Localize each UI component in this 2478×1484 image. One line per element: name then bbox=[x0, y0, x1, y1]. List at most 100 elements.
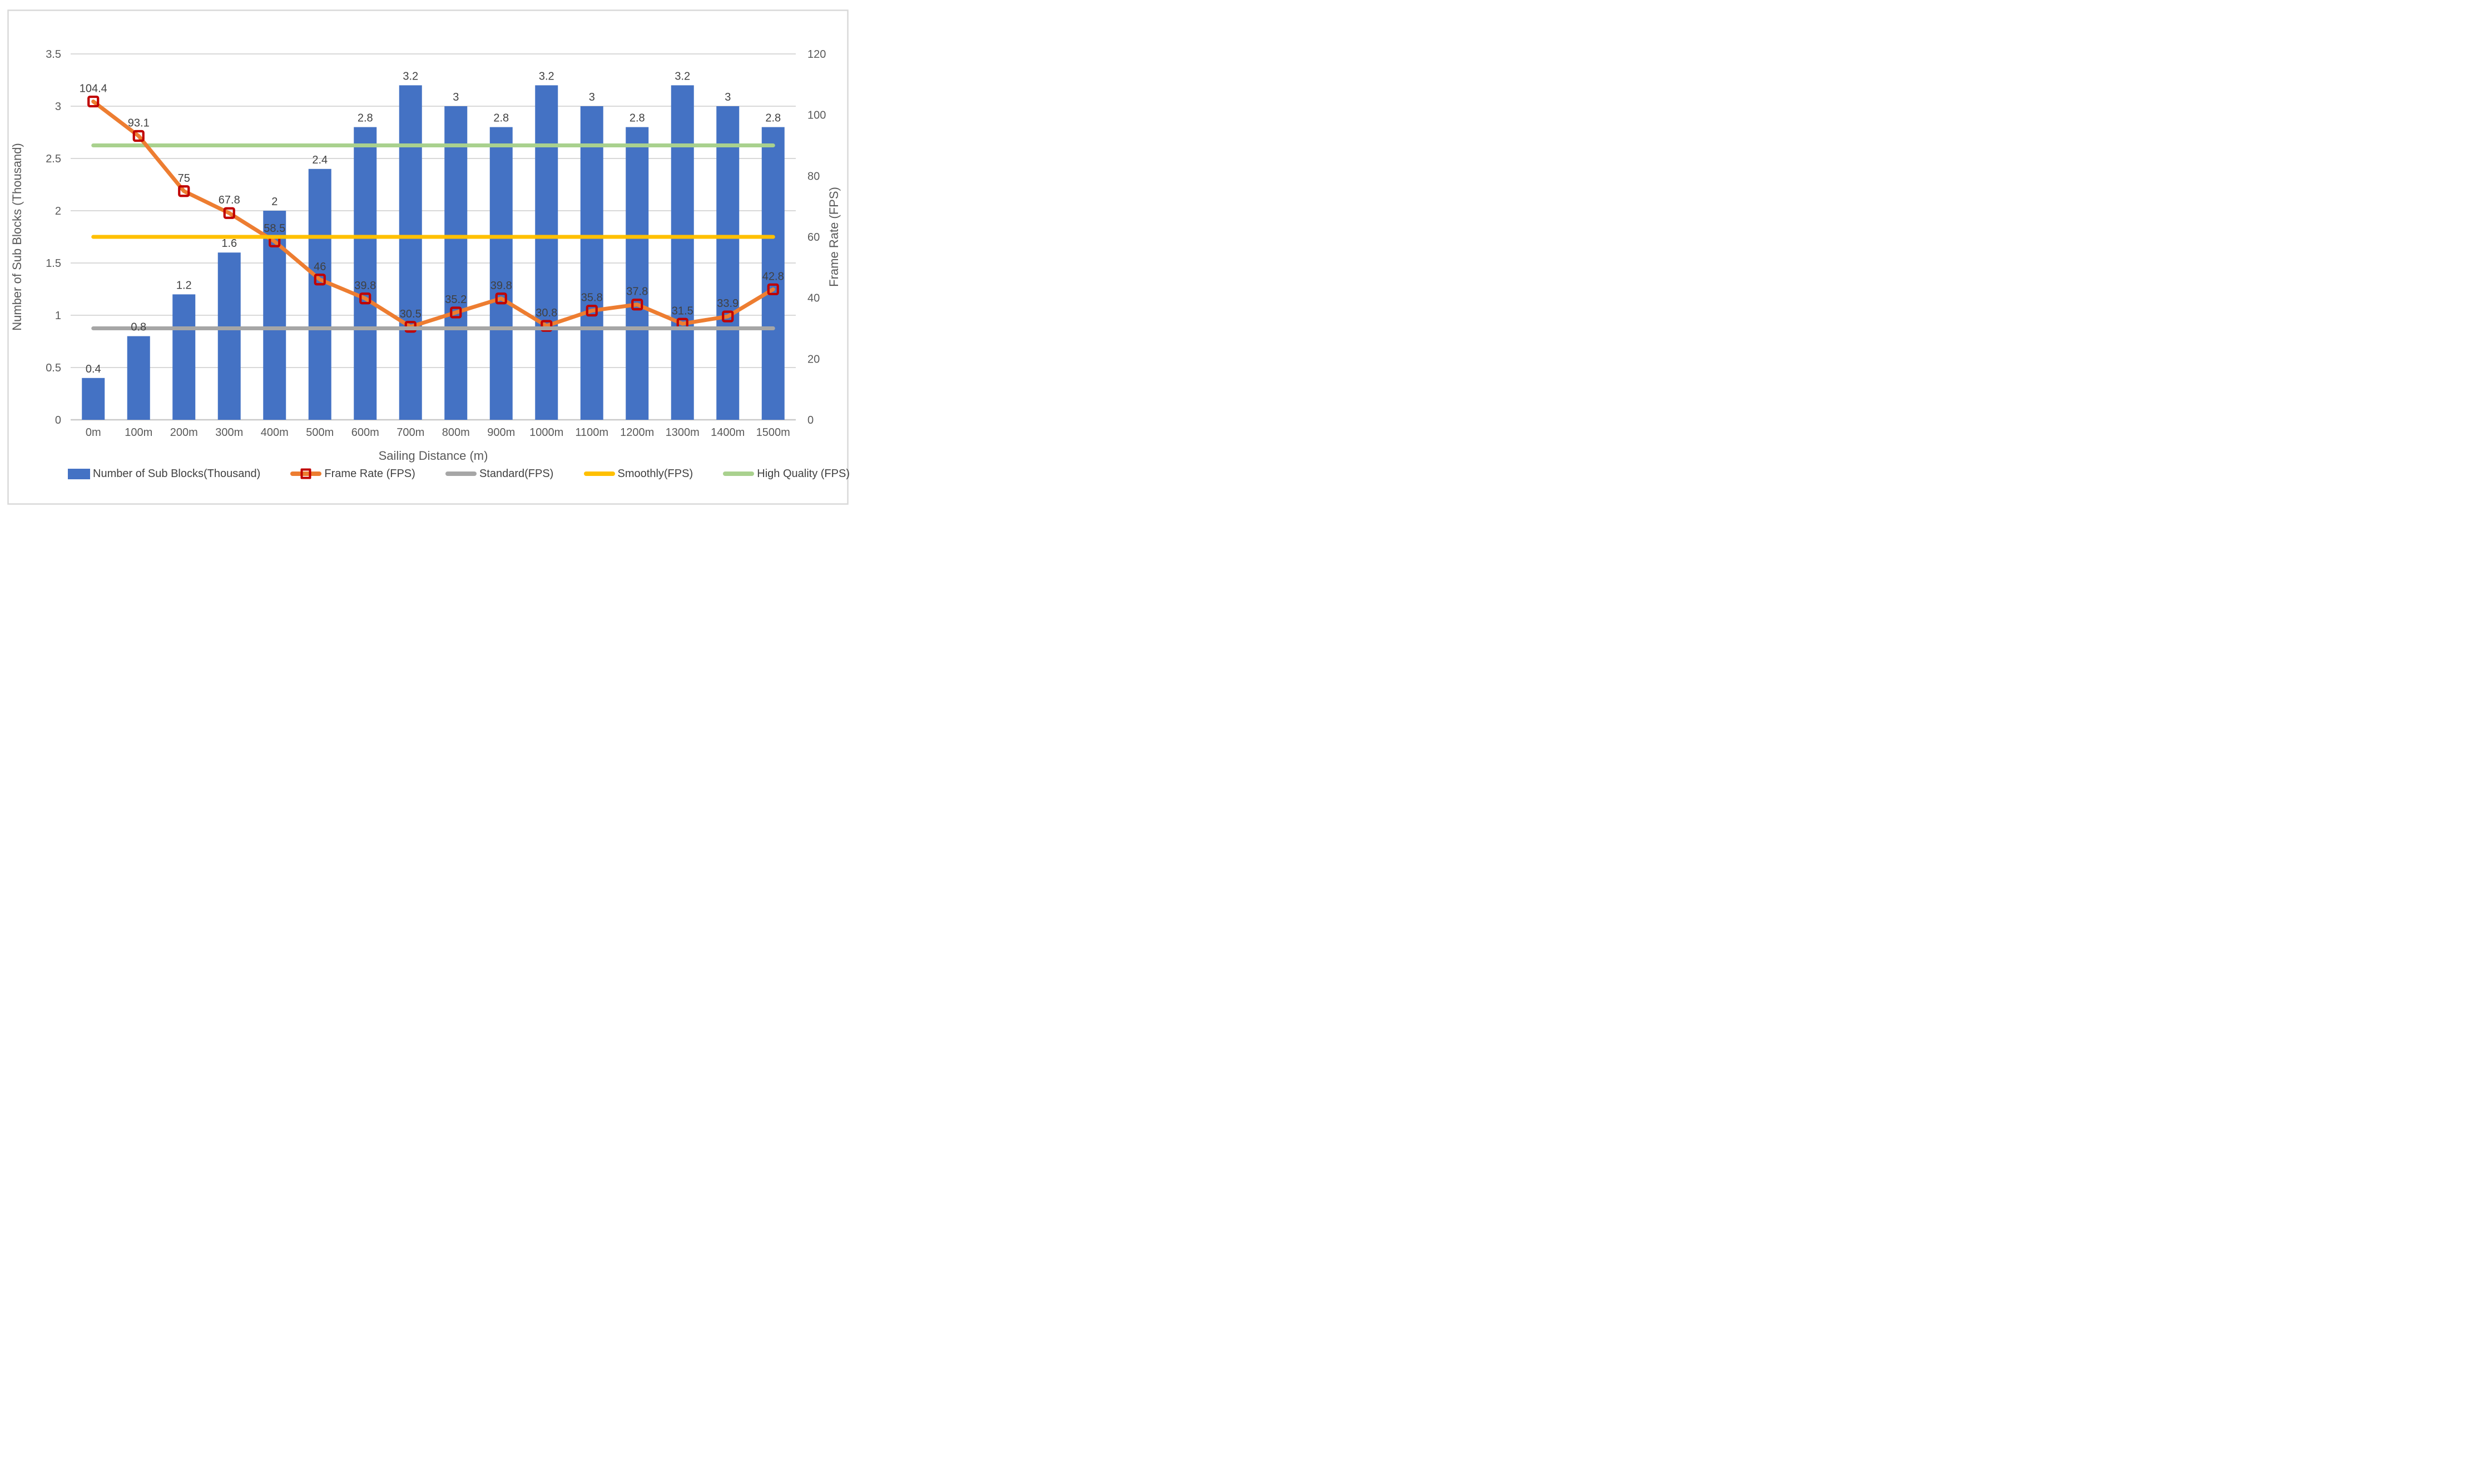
frame-rate-marker bbox=[767, 283, 779, 295]
frame-rate-marker bbox=[631, 299, 643, 311]
bar-data-label: 3 bbox=[725, 91, 731, 103]
x-axis-tick-label: 500m bbox=[306, 426, 334, 439]
bar bbox=[354, 127, 377, 420]
line-data-label: 39.8 bbox=[354, 280, 376, 292]
bar bbox=[172, 294, 196, 420]
x-axis-tick-label: 1300m bbox=[666, 426, 700, 439]
x-axis-tick-label: 200m bbox=[170, 426, 198, 439]
bar bbox=[580, 106, 603, 420]
x-axis-tick-label: 900m bbox=[487, 426, 515, 439]
left-axis-tick-label: 2.5 bbox=[46, 153, 61, 165]
x-axis-tick-label: 700m bbox=[397, 426, 424, 439]
line-data-label: 42.8 bbox=[762, 270, 784, 282]
bar-data-label: 1.2 bbox=[176, 279, 192, 291]
line-data-label: 33.9 bbox=[717, 297, 739, 310]
legend-item-frame-rate-fps: Frame Rate (FPS) bbox=[290, 468, 415, 480]
right-axis-tick-label: 80 bbox=[807, 170, 820, 182]
left-axis-title: Number of Sub Blocks (Thousand) bbox=[10, 143, 24, 331]
bar bbox=[217, 252, 241, 420]
bar bbox=[716, 106, 740, 420]
legend-line-swatch-icon bbox=[723, 471, 755, 476]
frame-rate-marker bbox=[722, 310, 734, 322]
legend-item-high-quality-fps: High Quality (FPS) bbox=[723, 468, 850, 480]
bar-data-label: 2.8 bbox=[358, 112, 373, 125]
frame-rate-marker bbox=[178, 185, 190, 197]
frame-rate-marker bbox=[450, 306, 462, 319]
bar-data-label: 3.2 bbox=[675, 70, 690, 82]
legend-label: Standard(FPS) bbox=[479, 467, 554, 480]
line-data-label: 104.4 bbox=[80, 83, 107, 95]
bar bbox=[127, 336, 150, 420]
line-data-label: 67.8 bbox=[219, 194, 240, 206]
left-axis-tick-label: 1.5 bbox=[46, 257, 61, 270]
chart-border bbox=[7, 9, 849, 505]
legend-label: Frame Rate (FPS) bbox=[324, 467, 415, 480]
bar-data-label: 3 bbox=[453, 91, 459, 103]
bar-data-label: 1.6 bbox=[221, 237, 237, 250]
legend-label: Number of Sub Blocks(Thousand) bbox=[93, 467, 261, 480]
right-axis-tick-label: 40 bbox=[807, 292, 820, 305]
bar bbox=[535, 85, 558, 420]
left-axis-tick-label: 1 bbox=[55, 310, 61, 322]
left-axis-tick-label: 0 bbox=[55, 414, 61, 426]
left-axis-tick-label: 3 bbox=[55, 101, 61, 113]
frame-rate-marker bbox=[359, 292, 371, 305]
x-axis-tick-label: 1500m bbox=[756, 426, 790, 439]
legend: Number of Sub Blocks(Thousand) Frame Rate… bbox=[68, 466, 850, 482]
line-data-label: 35.2 bbox=[445, 294, 467, 306]
legend-label: High Quality (FPS) bbox=[757, 467, 850, 480]
right-axis-title: Frame Rate (FPS) bbox=[827, 187, 841, 287]
line-data-label: 39.8 bbox=[490, 280, 512, 292]
bar-data-label: 0.4 bbox=[86, 363, 101, 375]
x-axis-tick-label: 300m bbox=[215, 426, 243, 439]
line-data-label: 46 bbox=[314, 261, 326, 273]
right-axis-tick-label: 120 bbox=[807, 48, 826, 61]
frame-rate-marker bbox=[132, 130, 145, 142]
legend-label: Smoothly(FPS) bbox=[617, 467, 693, 480]
legend-line-swatch-icon bbox=[583, 471, 615, 476]
left-axis-tick-label: 2 bbox=[55, 205, 61, 217]
chart-canvas: Sailing Distance (m) Number of Sub Block… bbox=[0, 0, 856, 513]
frame-rate-marker bbox=[87, 95, 100, 108]
bar-data-label: 0.8 bbox=[131, 321, 146, 334]
legend-marker-icon bbox=[300, 468, 311, 479]
legend-item-smoothly-fps: Smoothly(FPS) bbox=[583, 467, 693, 480]
bar bbox=[82, 378, 105, 420]
line-data-label: 30.8 bbox=[536, 307, 557, 319]
bar-data-label: 2 bbox=[271, 196, 277, 208]
right-axis-tick-label: 20 bbox=[807, 353, 820, 365]
legend-item-standard-fps: Standard(FPS) bbox=[445, 468, 553, 480]
right-axis-tick-label: 60 bbox=[807, 231, 820, 244]
bar-data-label: 2.8 bbox=[765, 112, 781, 125]
bar bbox=[444, 106, 468, 420]
bar-data-label: 2.8 bbox=[493, 112, 509, 125]
x-axis-tick-label: 400m bbox=[261, 426, 289, 439]
x-axis-tick-label: 100m bbox=[125, 426, 152, 439]
legend-bar-swatch-icon bbox=[68, 468, 90, 479]
frame-rate-marker bbox=[541, 320, 553, 332]
legend-line-icon bbox=[290, 471, 322, 476]
right-axis-tick-label: 100 bbox=[807, 110, 826, 122]
bar-data-label: 3 bbox=[589, 91, 595, 103]
right-axis-tick-label: 0 bbox=[807, 414, 814, 426]
line-data-label: 37.8 bbox=[626, 286, 648, 298]
x-axis-tick-label: 1400m bbox=[711, 426, 745, 439]
line-data-label: 93.1 bbox=[128, 117, 150, 130]
bar bbox=[308, 168, 331, 420]
x-axis-title: Sailing Distance (m) bbox=[379, 449, 488, 463]
x-axis-tick-label: 0m bbox=[86, 426, 101, 439]
x-axis-tick-label: 1200m bbox=[620, 426, 654, 439]
line-data-label: 58.5 bbox=[264, 222, 285, 235]
left-axis-tick-label: 0.5 bbox=[46, 362, 61, 374]
line-data-label: 75 bbox=[178, 172, 190, 185]
bar bbox=[489, 127, 513, 420]
legend-item-number-of-sub-blocks-thousand: Number of Sub Blocks(Thousand) bbox=[68, 468, 260, 480]
bar bbox=[626, 127, 649, 420]
x-axis-tick-label: 1000m bbox=[529, 426, 563, 439]
bar-data-label: 3.2 bbox=[403, 70, 418, 82]
line-data-label: 30.5 bbox=[400, 308, 422, 320]
bar-data-label: 3.2 bbox=[539, 70, 554, 82]
frame-rate-marker bbox=[495, 292, 507, 305]
x-axis-tick-label: 800m bbox=[442, 426, 470, 439]
x-axis-tick-label: 1100m bbox=[575, 426, 608, 439]
